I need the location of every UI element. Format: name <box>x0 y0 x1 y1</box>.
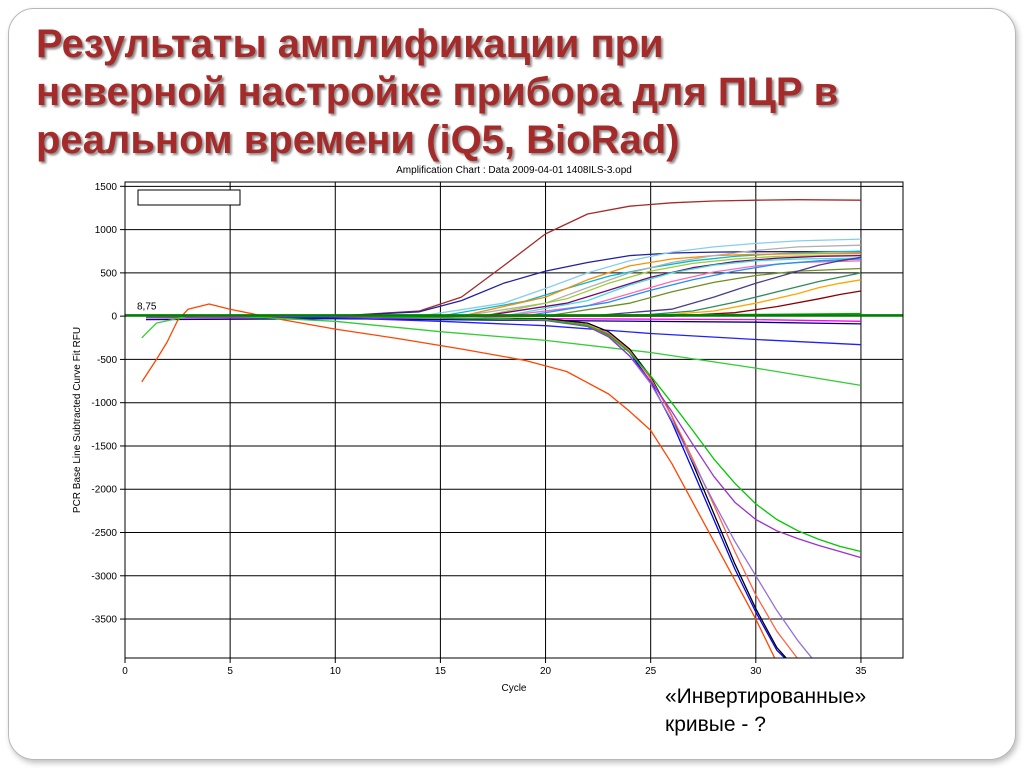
y-tick-label: -2000 <box>91 485 117 496</box>
series-line <box>146 252 861 317</box>
slide-frame <box>8 8 1016 760</box>
x-axis-label: Cycle <box>501 683 526 694</box>
y-tick-label: -3500 <box>91 615 117 626</box>
x-tick-label: 35 <box>855 666 867 677</box>
chart-title: Amplification Chart : Data 2009-04-01 14… <box>396 165 632 176</box>
threshold-label: 8,75 <box>137 301 157 312</box>
y-tick-label: 1500 <box>95 182 118 193</box>
x-tick-label: 25 <box>645 666 657 677</box>
y-tick-label: -1500 <box>91 441 117 452</box>
series-line <box>146 251 861 317</box>
amplification-chart: Amplification Chart : Data 2009-04-01 14… <box>72 165 904 694</box>
series-line <box>141 303 776 658</box>
series-line <box>146 244 861 317</box>
x-tick-label: 0 <box>122 666 128 677</box>
axis-ticks: 0 5 10 15 20 25 30 35 1500 1000 500 0 -500 -1000 -1500… <box>91 182 867 677</box>
series-line <box>146 315 799 658</box>
series-line <box>146 258 861 317</box>
y-tick-label: -3000 <box>91 571 117 582</box>
series-line <box>146 315 786 658</box>
plot-frame <box>124 181 904 659</box>
series-lines <box>125 199 903 658</box>
slide-title: Результаты амплификации при неверной нас… <box>36 22 839 162</box>
y-tick-label: -500 <box>97 355 117 366</box>
y-tick-label: 0 <box>111 312 117 323</box>
x-tick-label: 30 <box>750 666 762 677</box>
y-axis-label: PCR Base Line Subtracted Curve Fit RFU <box>72 327 83 513</box>
x-tick-label: 5 <box>227 666 233 677</box>
y-tick-label: -1000 <box>91 398 117 409</box>
series-line <box>146 315 862 553</box>
x-tick-label: 15 <box>435 666 447 677</box>
legend-box <box>137 189 241 206</box>
series-line <box>146 238 861 317</box>
x-tick-label: 10 <box>330 666 342 677</box>
series-line <box>146 315 813 658</box>
series-line <box>146 315 788 658</box>
series-line <box>146 267 861 317</box>
y-tick-label: -2500 <box>91 528 117 539</box>
series-line <box>146 260 861 317</box>
series-line <box>141 315 862 387</box>
grid-lines <box>125 182 903 658</box>
slide-caption: «Инвертированные» кривые - ? <box>665 685 867 736</box>
series-line <box>146 257 861 317</box>
series-line <box>146 315 862 559</box>
y-tick-label: 1000 <box>95 225 118 236</box>
series-line <box>146 256 862 317</box>
x-tick-label: 20 <box>540 666 552 677</box>
series-line <box>146 254 861 317</box>
y-tick-label: 500 <box>100 268 117 279</box>
